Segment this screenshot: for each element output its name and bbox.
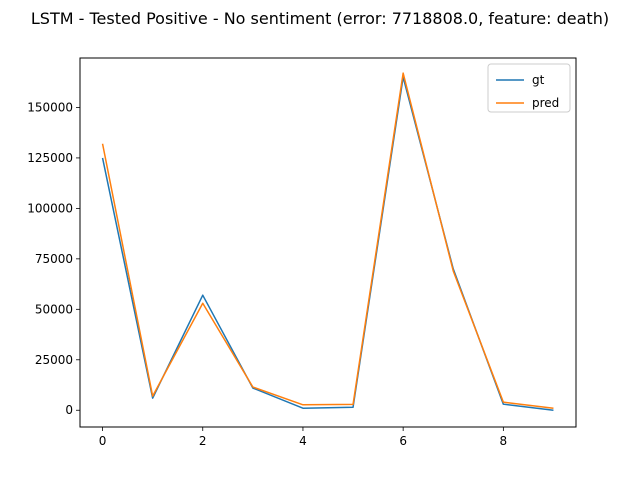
legend: gt pred	[487, 63, 571, 113]
legend-box	[487, 63, 571, 113]
legend-label-1: pred	[532, 96, 559, 110]
y-tick-label: 125000	[27, 151, 73, 165]
y-tick-label: 150000	[27, 100, 73, 114]
legend-label-0: gt	[532, 73, 545, 87]
x-tick-label: 8	[500, 434, 508, 448]
x-tick-label: 4	[299, 434, 307, 448]
y-tick-label: 75000	[35, 252, 73, 266]
plot-frame	[79, 57, 577, 428]
x-tick-label: 6	[399, 434, 407, 448]
y-axis: 0 25000 50000 75000 100000 125000 150000	[27, 100, 80, 417]
x-axis: 0 2 4 6 8	[99, 427, 507, 448]
y-tick-label: 25000	[35, 353, 73, 367]
series-line-1	[101, 72, 554, 409]
y-tick-label: 50000	[35, 302, 73, 316]
series-lines	[101, 72, 554, 411]
y-tick-label: 0	[65, 403, 73, 417]
series-line-0	[101, 76, 554, 411]
x-tick-label: 0	[99, 434, 107, 448]
y-tick-label: 100000	[27, 201, 73, 215]
chart-title: LSTM - Tested Positive - No sentiment (e…	[31, 9, 609, 28]
x-tick-label: 2	[199, 434, 207, 448]
